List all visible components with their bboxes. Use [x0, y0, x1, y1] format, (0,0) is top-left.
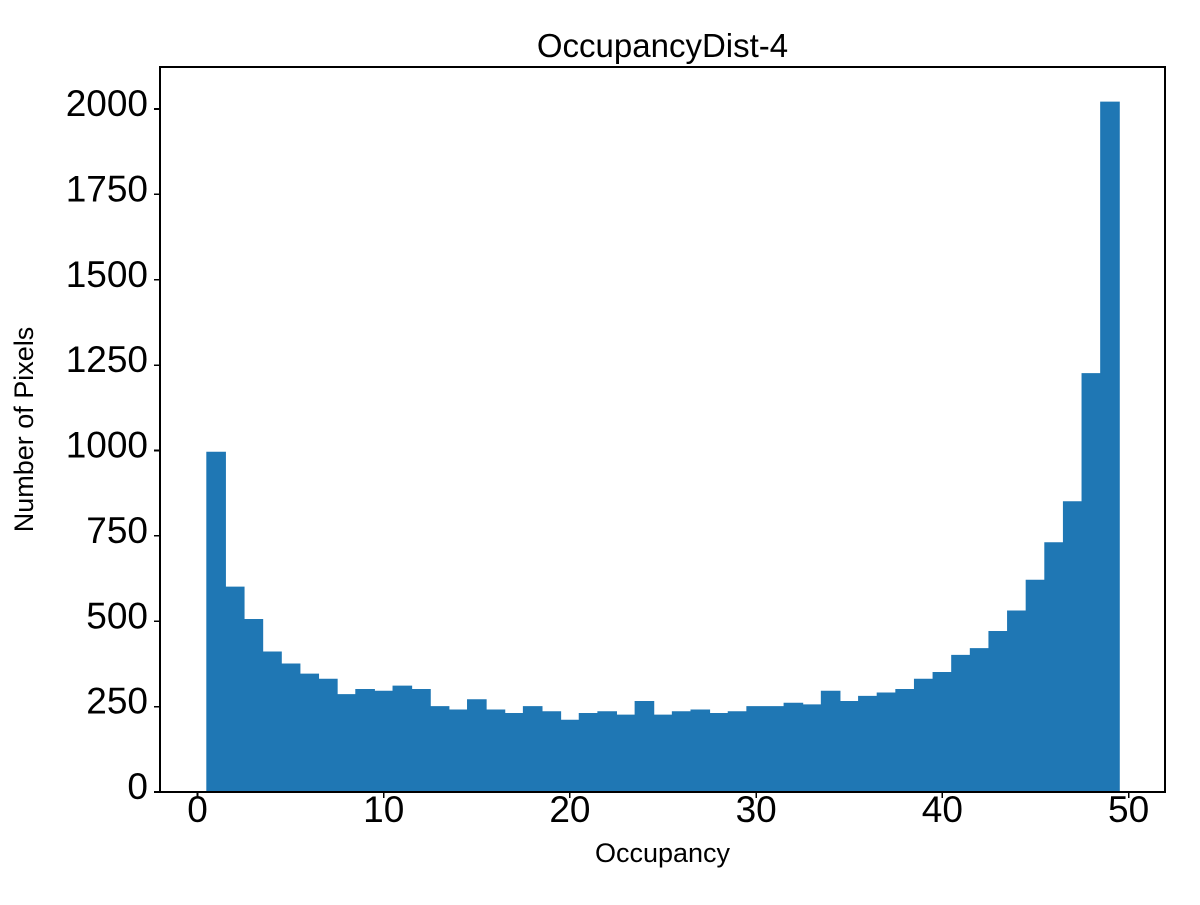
- svg-text:500: 500: [86, 595, 148, 636]
- svg-text:2000: 2000: [66, 83, 148, 124]
- svg-text:1500: 1500: [66, 254, 148, 295]
- svg-text:250: 250: [86, 681, 148, 722]
- svg-text:20: 20: [549, 789, 590, 830]
- svg-text:Number of Pixels: Number of Pixels: [9, 327, 39, 533]
- svg-text:1250: 1250: [66, 339, 148, 380]
- svg-text:40: 40: [922, 789, 963, 830]
- svg-text:10: 10: [363, 789, 404, 830]
- svg-text:30: 30: [736, 789, 777, 830]
- svg-text:750: 750: [86, 510, 148, 551]
- svg-text:Occupancy: Occupancy: [595, 838, 731, 868]
- svg-text:1750: 1750: [66, 168, 148, 209]
- svg-text:0: 0: [127, 766, 148, 807]
- svg-text:50: 50: [1108, 789, 1149, 830]
- svg-text:1000: 1000: [66, 425, 148, 466]
- svg-text:OccupancyDist-4: OccupancyDist-4: [537, 27, 788, 64]
- svg-text:0: 0: [187, 789, 208, 830]
